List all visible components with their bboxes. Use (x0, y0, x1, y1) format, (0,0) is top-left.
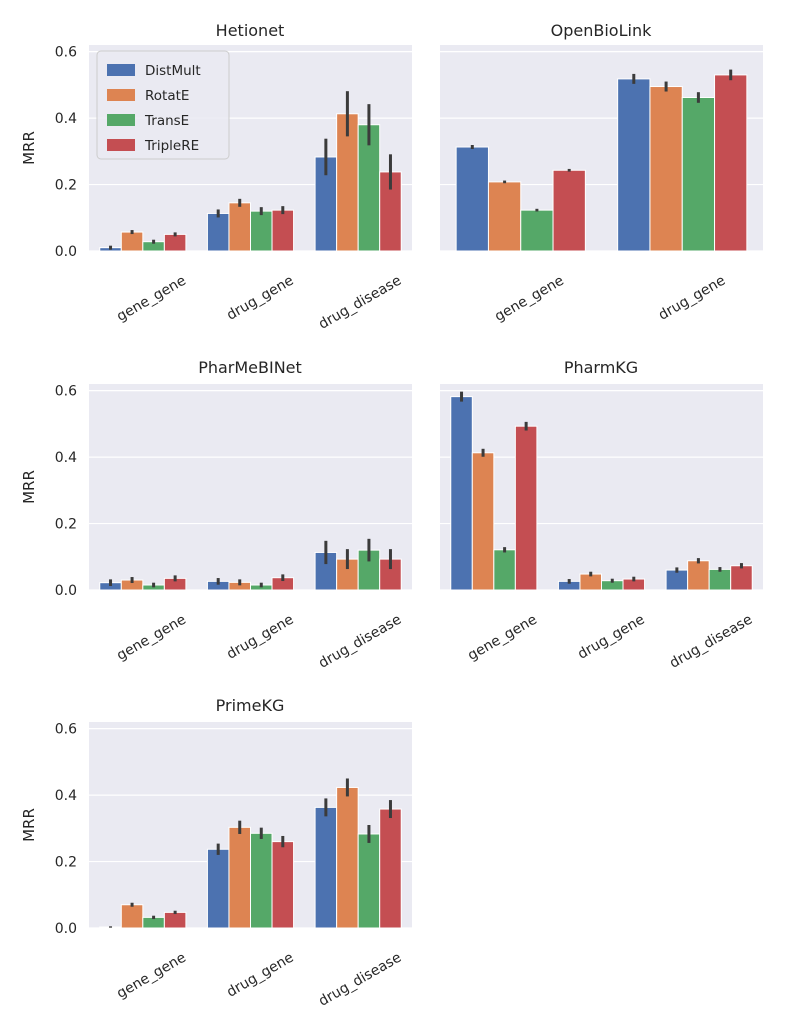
bar-rotate-gene-gene (487, 181, 522, 252)
legend: DistMult RotatE TransE TripleRE (96, 50, 230, 160)
bar-rotate-drug-gene (579, 573, 603, 591)
bar-distmult-gene-gene (450, 396, 473, 591)
y-tick-label: 0.0 (55, 921, 77, 937)
bar-distmult-drug-gene (206, 848, 230, 929)
x-tick-label: drug_disease (316, 950, 404, 1010)
bar-distmult-drug-gene (206, 212, 230, 252)
bar-triplere-drug-gene (271, 841, 295, 929)
bar-triplere-gene-gene (514, 425, 538, 591)
legend-label-distmult: DistMult (145, 63, 201, 79)
y-tick-label: 0.6 (55, 722, 77, 738)
x-tick-label: drug_gene (224, 273, 296, 324)
bar-transe-drug-gene (250, 210, 273, 252)
panel-primekg: 0.0 0.2 0.4 0.6 MRR PrimeKG gene_gene drug_gene… (20, 696, 412, 1010)
x-tick-label: drug_gene (224, 950, 296, 1001)
x-tick-label: gene_gene (114, 273, 189, 325)
bar-rotate-drug-gene (649, 86, 683, 252)
panel-hetionet: 0.0 0.2 0.4 0.6 MRR Hetionet gene_gene drug_gen… (20, 21, 412, 333)
y-tick-label: 0.2 (55, 517, 77, 533)
bar-rotate-gene-gene (120, 231, 144, 252)
x-tick-label: gene_gene (492, 273, 567, 325)
bar-rotate-drug-disease (687, 560, 710, 591)
y-axis-title: MRR (20, 131, 38, 165)
x-tick-label: drug_gene (656, 273, 728, 324)
x-tick-label: drug_disease (316, 273, 404, 333)
bar-triplere-gene-gene (163, 233, 187, 252)
bar-rotate-drug-gene (228, 826, 251, 929)
y-tick-label: 0.2 (55, 855, 77, 871)
x-tick-label: drug_gene (224, 612, 296, 663)
legend-swatch-distmult (107, 64, 135, 76)
panel-title: PharmKG (564, 358, 638, 377)
bar-transe-drug-gene (250, 832, 273, 929)
x-tick-label: drug_gene (575, 612, 647, 663)
y-tick-label: 0.4 (55, 111, 77, 127)
legend-label-rotate: RotatE (145, 88, 189, 104)
panel-openbiolink: OpenBioLink gene_gene drug_gene (440, 21, 763, 325)
legend-label-transe: TransE (144, 113, 189, 129)
y-tick-label: 0.4 (55, 788, 77, 804)
bar-distmult-drug-disease (314, 806, 338, 929)
y-tick-label: 0.2 (55, 178, 77, 194)
panel-title: PrimeKG (216, 696, 285, 715)
bar-transe-drug-gene (681, 96, 716, 252)
y-tick-label: 0.4 (55, 450, 77, 466)
bar-rotate-drug-gene (228, 202, 251, 252)
x-tick-label: gene_gene (114, 950, 189, 1002)
legend-swatch-transe (107, 114, 135, 126)
bar-triplere-drug-disease (379, 808, 402, 929)
y-tick-label: 0.0 (55, 244, 77, 260)
bar-transe-gene-gene (520, 209, 554, 252)
y-tick-label: 0.0 (55, 583, 77, 599)
legend-swatch-rotate (107, 89, 135, 101)
panel-pharmkg: PharmKG gene_gene drug_gene drug_disease (440, 358, 763, 672)
bar-rotate-gene-gene (120, 904, 144, 929)
y-axis-title: MRR (20, 470, 38, 504)
bar-rotate-drug-disease (336, 786, 359, 929)
bar-triplere-drug-gene (714, 74, 748, 252)
x-tick-label: gene_gene (114, 612, 189, 664)
bar-triplere-gene-gene (552, 169, 586, 252)
legend-box (96, 50, 230, 160)
y-tick-label: 0.6 (55, 45, 77, 61)
bar-distmult-drug-disease (665, 569, 689, 591)
legend-label-triplere: TripleRE (144, 138, 199, 154)
bar-transe-drug-disease (708, 568, 732, 591)
bar-distmult-gene-gene (455, 146, 489, 252)
x-tick-label: gene_gene (465, 612, 540, 664)
y-axis-title: MRR (20, 808, 38, 842)
bar-rotate-gene-gene (471, 452, 495, 591)
x-tick-label: drug_disease (316, 612, 404, 672)
panel-title: OpenBioLink (551, 21, 652, 40)
panel-title: Hetionet (216, 21, 285, 40)
panel-pharmebinet: 0.0 0.2 0.4 0.6 MRR PharMeBINet gene_gene drug_… (20, 358, 412, 672)
x-tick-label: drug_disease (667, 612, 755, 672)
bar-triplere-gene-gene (163, 911, 187, 929)
legend-swatch-triplere (107, 139, 135, 151)
bar-triplere-drug-gene (271, 209, 295, 252)
bar-distmult-drug-gene (617, 78, 651, 252)
panel-title: PharMeBINet (198, 358, 302, 377)
bar-transe-drug-disease (357, 833, 381, 929)
y-tick-label: 0.6 (55, 384, 77, 400)
bar-triplere-drug-disease (730, 565, 753, 591)
bar-transe-gene-gene (493, 549, 516, 591)
